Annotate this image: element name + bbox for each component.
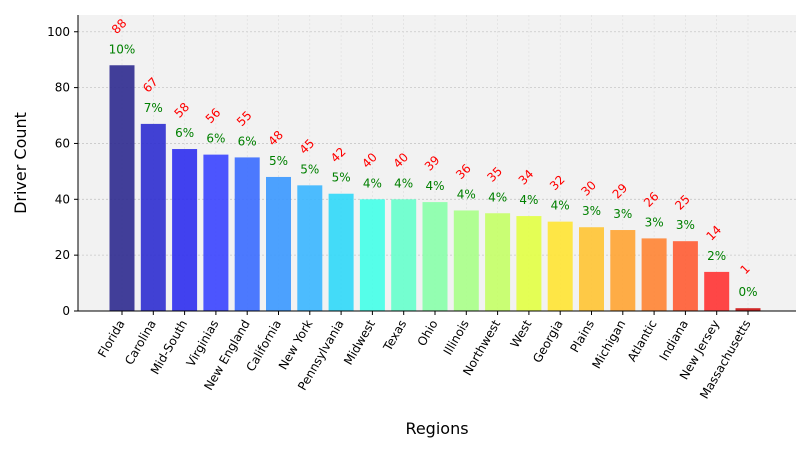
percent-label: 3% (676, 218, 695, 232)
percent-label: 3% (582, 204, 601, 218)
percent-label: 4% (425, 179, 444, 193)
bar-massachusetts (735, 308, 761, 311)
bar-indiana (672, 241, 698, 311)
x-tick-label: Ohio (415, 318, 441, 349)
bar-virginias (203, 154, 229, 311)
bar-texas (391, 199, 417, 311)
percent-label: 3% (645, 215, 664, 229)
x-tick-label: Illinois (441, 318, 472, 358)
bar-california (266, 176, 291, 311)
percent-label: 3% (613, 207, 632, 221)
y-tick-label: 40 (55, 192, 70, 206)
bar-illinois (453, 210, 479, 311)
bars (109, 65, 761, 311)
bar-plains (579, 227, 604, 311)
percent-label: 6% (206, 132, 225, 146)
bar-carolina (140, 123, 166, 311)
x-axis-title: Regions (405, 419, 468, 438)
percent-label: 7% (144, 101, 163, 115)
y-tick-label: 100 (47, 25, 70, 39)
percent-label: 5% (332, 171, 351, 185)
percent-label: 4% (457, 187, 476, 201)
percent-label: 0% (738, 285, 757, 299)
bar-labels: 10%887%676%586%566%555%485%455%424%404%4… (109, 16, 758, 299)
percent-label: 6% (238, 134, 257, 148)
y-tick-label: 20 (55, 248, 70, 262)
percent-label: 2% (707, 249, 726, 263)
percent-label: 4% (394, 176, 413, 190)
bar-georgia (547, 221, 573, 311)
y-tick-label: 80 (55, 81, 70, 95)
percent-label: 5% (300, 162, 319, 176)
bar-west (516, 216, 542, 311)
x-tick-label: Indiana (657, 318, 691, 363)
percent-label: 5% (269, 154, 288, 168)
percent-label: 4% (363, 176, 382, 190)
y-axis-ticks: 0 20 40 60 80 100 (47, 25, 78, 318)
x-tick-label: West (508, 317, 535, 350)
x-tick-label: Atlantic (625, 318, 660, 365)
bar-new-england (234, 157, 260, 311)
x-tick-label: Texas (380, 318, 409, 355)
y-tick-label: 60 (55, 136, 70, 150)
y-axis-title: Driver Count (11, 112, 30, 214)
bar-mid-south (172, 149, 198, 311)
percent-label: 4% (519, 193, 538, 207)
bar-pennsylvania (328, 193, 354, 311)
y-tick-label: 0 (62, 304, 70, 318)
bar-new-jersey (704, 271, 730, 311)
percent-label: 6% (175, 126, 194, 140)
x-tick-label: Plains (567, 318, 597, 355)
x-tick-label: Florida (95, 318, 128, 360)
percent-label: 4% (551, 199, 570, 213)
bar-michigan (610, 230, 636, 311)
x-tick-label: Midwest (341, 317, 378, 367)
bar-ohio (422, 202, 448, 311)
percent-label: 4% (488, 190, 507, 204)
bar-florida (109, 65, 135, 311)
percent-label: 10% (109, 42, 136, 56)
bar-midwest (359, 199, 385, 311)
x-tick-label: Georgia (530, 318, 566, 366)
bar-new-york (297, 185, 323, 311)
bar-atlantic (641, 238, 667, 311)
bar-northwest (485, 213, 511, 311)
